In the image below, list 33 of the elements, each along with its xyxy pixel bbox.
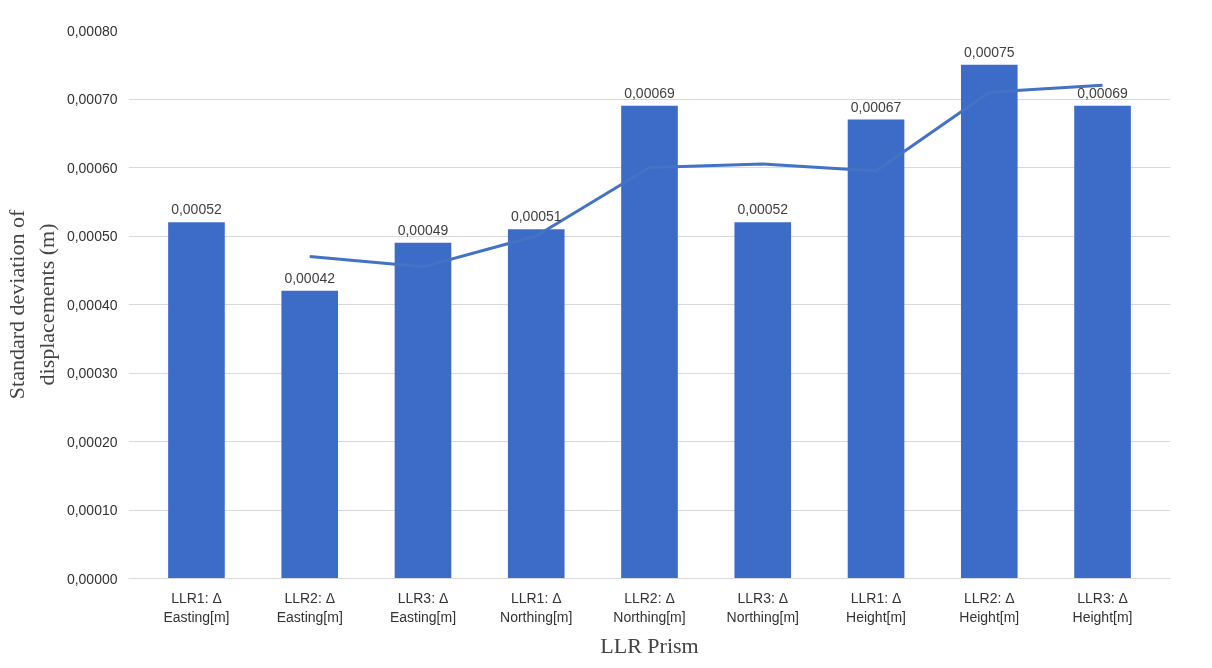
- data-label: 0,00069: [1077, 84, 1129, 101]
- y-tick-label: 0,00050: [66, 228, 118, 244]
- data-label: 0,00067: [850, 98, 902, 115]
- bar: [734, 222, 792, 579]
- x-tick-label: LLR3: Δ Easting[m]: [389, 589, 457, 625]
- x-tick-label: LLR2: Δ Height[m]: [959, 589, 1020, 625]
- y-tick-label: 0,00070: [66, 91, 118, 107]
- x-tick-label: LLR3: Δ Height[m]: [1072, 589, 1133, 625]
- data-label: 0,00049: [397, 221, 449, 238]
- x-tick-label: LLR3: Δ Northing[m]: [726, 589, 799, 625]
- y-tick-label: 0,00000: [66, 570, 118, 587]
- y-tick-label: 0,00020: [66, 433, 118, 450]
- y-tick-label: 0,00060: [66, 159, 118, 176]
- x-tick-label: LLR1: Δ Easting[m]: [163, 589, 230, 625]
- y-tick-label: 0,00030: [66, 365, 118, 381]
- x-tick-label: LLR2: Δ Northing[m]: [613, 589, 686, 625]
- data-label: 0,00042: [284, 269, 336, 286]
- bar: [281, 290, 339, 579]
- data-label: 0,00052: [171, 201, 222, 218]
- y-axis-title: Standard deviation of displacements (m): [3, 209, 59, 400]
- data-label: 0,00052: [737, 201, 789, 218]
- x-axis-title: LLR Prism: [600, 632, 699, 658]
- y-tick-label: 0,00010: [66, 502, 118, 518]
- y-tick-label: 0,00080: [66, 22, 118, 39]
- data-label: 0,00051: [510, 208, 562, 225]
- x-tick-label: LLR1: Δ Northing[m]: [500, 589, 573, 625]
- y-tick-label: 0,00040: [66, 296, 118, 313]
- bar: [1074, 105, 1131, 579]
- x-tick-label: LLR1: Δ Height[m]: [846, 589, 906, 625]
- bar: [168, 222, 225, 579]
- x-tick-label: LLR2: Δ Easting[m]: [276, 589, 343, 625]
- data-label: 0,00075: [963, 43, 1015, 60]
- data-label: 0,00069: [624, 84, 676, 101]
